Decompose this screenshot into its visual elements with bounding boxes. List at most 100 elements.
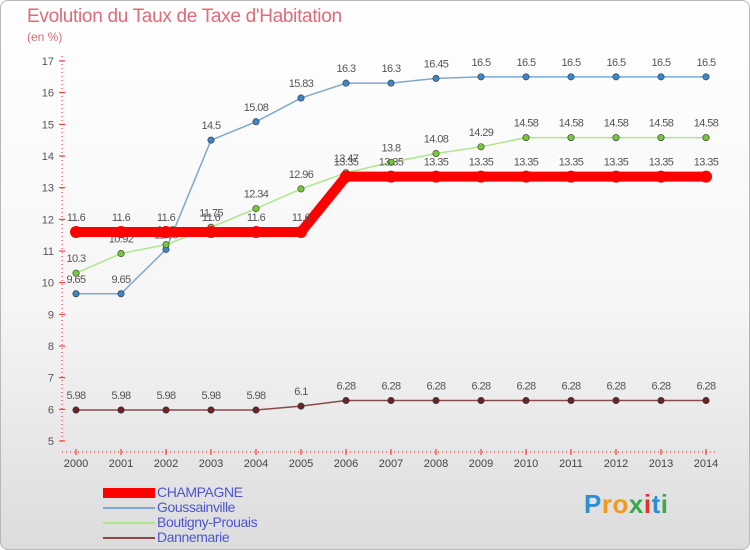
x-tick-label: 2006 <box>334 458 358 470</box>
data-point-champagne <box>610 170 622 183</box>
data-point-dannemarie <box>162 406 170 414</box>
data-point-goussainville <box>297 94 305 102</box>
data-label-dannemarie: 6.28 <box>471 380 490 392</box>
data-label-goussainville: 15.83 <box>289 78 314 90</box>
legend-swatch <box>103 507 155 509</box>
data-point-champagne <box>385 170 397 183</box>
y-tick-label: 10 <box>42 278 54 290</box>
data-point-goussainville <box>207 136 215 144</box>
chart-title: Evolution du Taux de Taxe d'Habitation <box>27 6 342 27</box>
data-label-dannemarie: 6.28 <box>426 380 445 392</box>
data-label-boutigny-prouais: 13.47 <box>334 153 359 165</box>
data-point-goussainville <box>477 73 485 81</box>
data-point-dannemarie <box>72 406 80 414</box>
data-point-champagne <box>250 226 262 238</box>
data-point-goussainville <box>387 79 395 87</box>
data-point-dannemarie <box>702 396 710 404</box>
data-point-goussainville <box>432 74 440 82</box>
data-point-dannemarie <box>657 396 665 404</box>
data-label-dannemarie: 5.98 <box>246 390 265 402</box>
data-label-champagne: 11.6 <box>247 212 266 224</box>
data-label-dannemarie: 6.28 <box>606 380 625 392</box>
data-label-goussainville: 16.5 <box>561 57 580 69</box>
data-point-dannemarie <box>387 396 395 404</box>
logo-letter: x <box>628 489 644 519</box>
data-point-boutigny-prouais <box>567 134 575 142</box>
data-label-goussainville: 16.5 <box>471 57 490 69</box>
data-point-dannemarie <box>477 396 485 404</box>
data-label-champagne: 13.35 <box>694 157 719 169</box>
x-tick-label: 2009 <box>469 458 493 470</box>
proxiti-logo: Proxiti <box>584 489 668 520</box>
logo-letter: i <box>643 489 652 519</box>
legend-swatch <box>103 537 155 539</box>
y-tick-label: 17 <box>42 56 54 68</box>
data-label-champagne: 11.6 <box>202 212 221 224</box>
data-label-boutigny-prouais: 14.58 <box>649 118 674 130</box>
data-point-boutigny-prouais <box>612 134 620 142</box>
data-label-dannemarie: 6.28 <box>651 380 670 392</box>
legend-label: CHAMPAGNE <box>157 484 243 500</box>
logo-letter: r <box>601 489 613 519</box>
x-tick-label: 2003 <box>199 458 223 470</box>
x-tick-label: 2002 <box>154 458 178 470</box>
data-point-boutigny-prouais <box>657 134 665 142</box>
data-label-goussainville: 9.65 <box>111 274 130 286</box>
y-tick-label: 6 <box>48 404 54 416</box>
data-point-goussainville <box>117 290 125 298</box>
data-label-dannemarie: 5.98 <box>111 390 130 402</box>
y-tick-label: 5 <box>48 436 54 448</box>
data-label-champagne: 13.35 <box>469 157 494 169</box>
data-point-champagne <box>160 226 172 238</box>
logo-letter: o <box>612 489 629 519</box>
y-tick-label: 14 <box>42 151 54 163</box>
data-point-champagne <box>430 170 442 183</box>
x-tick-label: 2001 <box>109 458 133 470</box>
data-point-champagne <box>655 170 667 183</box>
data-label-goussainville: 16.5 <box>516 57 535 69</box>
y-tick-label: 8 <box>48 341 54 353</box>
data-point-boutigny-prouais <box>477 143 485 151</box>
data-label-dannemarie: 6.28 <box>561 380 580 392</box>
data-point-dannemarie <box>522 396 530 404</box>
data-label-boutigny-prouais: 14.08 <box>424 133 449 145</box>
data-point-goussainville <box>72 290 80 298</box>
x-tick-label: 2012 <box>604 458 628 470</box>
data-point-boutigny-prouais <box>117 250 125 258</box>
logo-letter: t <box>651 489 661 519</box>
data-point-boutigny-prouais <box>387 158 395 166</box>
data-point-goussainville <box>342 79 350 87</box>
data-point-boutigny-prouais <box>252 205 260 213</box>
x-tick-label: 2007 <box>379 458 403 470</box>
data-label-boutigny-prouais: 11.75 <box>199 207 223 219</box>
data-label-dannemarie: 5.98 <box>156 390 175 402</box>
x-tick-label: 2008 <box>424 458 448 470</box>
data-label-boutigny-prouais: 12.96 <box>289 169 314 181</box>
data-label-champagne: 11.6 <box>292 212 311 224</box>
data-label-champagne: 11.6 <box>67 212 86 224</box>
data-point-boutigny-prouais <box>522 134 530 142</box>
data-point-champagne <box>475 170 487 183</box>
logo-letter: i <box>660 489 669 519</box>
data-point-dannemarie <box>432 396 440 404</box>
y-tick-label: 15 <box>42 119 54 131</box>
data-point-champagne <box>295 226 307 238</box>
data-label-boutigny-prouais: 12.34 <box>244 189 269 201</box>
data-label-goussainville: 16.5 <box>696 57 715 69</box>
legend-swatch <box>103 488 155 498</box>
x-tick-label: 2004 <box>244 458 268 470</box>
chart-subtitle: (en %) <box>27 30 63 44</box>
data-point-dannemarie <box>612 396 620 404</box>
data-label-dannemarie: 6.28 <box>516 380 535 392</box>
logo-letter: P <box>584 489 602 519</box>
data-label-goussainville: 14.5 <box>201 120 220 132</box>
data-point-dannemarie <box>117 406 125 414</box>
data-point-boutigny-prouais <box>162 241 170 249</box>
data-label-goussainville: 16.3 <box>336 63 355 75</box>
y-tick-label: 9 <box>48 309 54 321</box>
data-label-champagne: 13.35 <box>604 157 629 169</box>
data-label-dannemarie: 6.28 <box>696 380 715 392</box>
data-point-boutigny-prouais <box>297 185 305 193</box>
